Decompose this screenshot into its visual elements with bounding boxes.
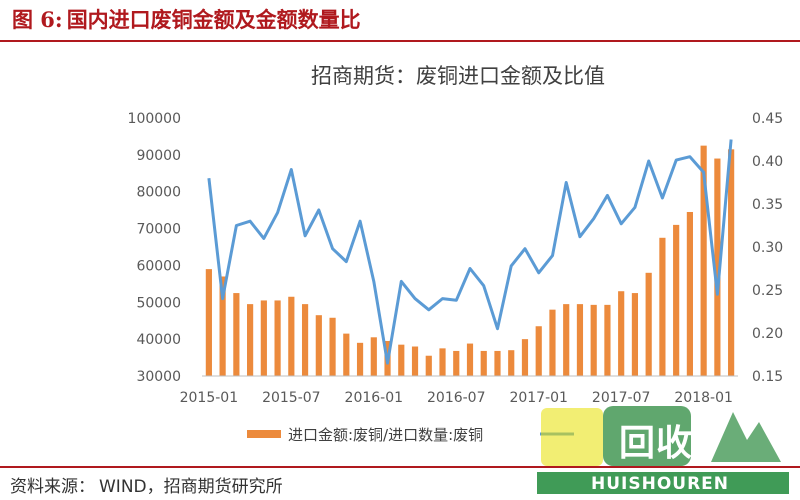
bar <box>356 342 364 376</box>
bar-series <box>205 145 735 376</box>
bar <box>274 300 281 376</box>
x-tick-label: 2018-01 <box>674 390 733 406</box>
bar <box>439 348 446 376</box>
watermark-graphic <box>537 406 789 494</box>
bar <box>480 350 487 376</box>
figure-title: 图 6: 国内进口废铜金额及金额数量比 <box>12 4 365 34</box>
x-tick-label: 2017-01 <box>509 390 568 406</box>
y-left-tick-label: 90000 <box>136 148 181 164</box>
source-label: 资料来源： <box>10 477 95 497</box>
y-right-tick-label: 0.30 <box>752 240 783 256</box>
bar <box>494 350 501 376</box>
legend-swatch-bar <box>247 430 281 438</box>
y-right-tick-label: 0.20 <box>752 326 783 342</box>
y-right-tick-label: 0.15 <box>752 369 783 385</box>
bar <box>288 296 295 376</box>
bar <box>233 293 240 376</box>
ratio-line <box>207 139 733 365</box>
legend-label-bar: 进口金额:废铜/进口数量:废铜 <box>288 426 483 444</box>
y-right-tick-label: 0.35 <box>752 197 783 213</box>
y-left-tick-label: 70000 <box>136 222 181 238</box>
bar <box>508 350 515 376</box>
bar <box>549 309 556 376</box>
bar <box>205 269 212 376</box>
bar <box>714 158 721 376</box>
bar <box>728 149 735 376</box>
y-left-tick-label: 100000 <box>128 111 181 127</box>
bar <box>521 339 529 376</box>
bar <box>535 326 542 376</box>
footer-divider <box>0 466 800 468</box>
bar <box>563 304 570 376</box>
x-tick-label: 2015-01 <box>180 390 239 406</box>
bar <box>604 304 611 376</box>
y-left-tick-label: 60000 <box>136 258 181 274</box>
watermark-logo-subtext: HUISHOUREN <box>591 474 730 494</box>
bar <box>453 350 460 376</box>
figure-title-text: 国内进口废铜金额及金额数量比 <box>66 7 361 32</box>
y-left-tick-label: 80000 <box>136 185 181 201</box>
source-note: 资料来源： WIND，招商期货研究所 <box>10 472 287 497</box>
bar <box>700 145 707 376</box>
watermark-logo: 回收 HUISHOUREN <box>533 400 795 495</box>
bar <box>260 300 267 376</box>
bar <box>466 343 474 376</box>
bar <box>398 344 405 376</box>
y-right-tick-label: 0.45 <box>752 111 783 127</box>
bar <box>315 315 322 376</box>
bar <box>247 304 254 376</box>
bar <box>370 337 377 376</box>
bar <box>219 276 226 376</box>
y-right-tick-label: 0.40 <box>752 154 783 170</box>
x-tick-label: 2016-01 <box>345 390 404 406</box>
bar <box>686 211 693 376</box>
bar <box>673 224 680 376</box>
y-left-tick-label: 50000 <box>136 295 181 311</box>
bar <box>590 304 597 376</box>
chart: 招商期货：废铜进口金额及比值 30000 40000 50000 60000 70000… <box>128 64 784 444</box>
y-axis-left: 30000 40000 50000 60000 70000 80000 90000 10000… <box>128 111 181 385</box>
x-tick-label: 2015-07 <box>262 390 321 406</box>
bar <box>329 317 336 376</box>
line-series-group <box>207 139 733 365</box>
legend: 进口金额:废铜/进口数量:废铜 <box>247 426 574 444</box>
bar <box>301 304 309 376</box>
bar <box>631 293 639 376</box>
watermark-logo-text: 回收 <box>619 423 694 464</box>
y-right-tick-label: 0.25 <box>752 283 783 299</box>
y-axis-right: 0.15 0.20 0.25 0.30 0.35 0.40 0.45 <box>752 111 783 385</box>
y-left-tick-label: 40000 <box>136 332 181 348</box>
bar <box>343 333 350 376</box>
bar <box>576 304 584 376</box>
bar <box>425 355 432 376</box>
bar <box>659 237 666 376</box>
bar <box>411 346 419 376</box>
chart-title: 招商期货：废铜进口金额及比值 <box>311 64 605 88</box>
bar <box>618 291 625 376</box>
bar <box>645 272 652 376</box>
y-left-tick-label: 30000 <box>136 369 181 385</box>
title-divider <box>0 40 800 42</box>
x-axis: 2015-01 2015-07 2016-01 2016-07 2017-01 2017-… <box>180 390 733 406</box>
figure-number: 图 6: <box>12 7 63 32</box>
x-tick-label: 2016-07 <box>427 390 486 406</box>
x-tick-label: 2017-07 <box>592 390 651 406</box>
source-text: WIND，招商期货研究所 <box>99 477 283 497</box>
